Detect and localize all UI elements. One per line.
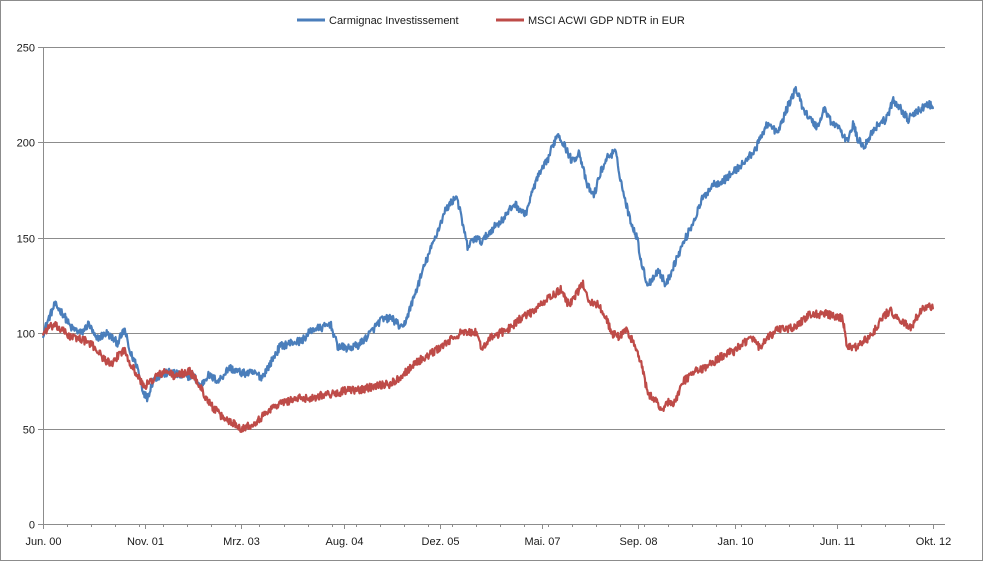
gridlines [43, 47, 945, 430]
x-tick-label-8: Jun. 11 [820, 536, 855, 548]
y-tick-label-100: 100 [17, 329, 35, 341]
series-line-0 [42, 85, 934, 403]
y-tick-label-0: 0 [29, 520, 35, 532]
legend: Carmignac Investissement MSCI ACWI GDP ND… [297, 15, 685, 27]
x-tick-label-2: Mrz. 03 [223, 536, 260, 548]
y-tick-label-150: 150 [17, 234, 35, 246]
y-tick-label-250: 250 [17, 43, 35, 55]
x-axis-ticks: Jun. 00 Nov. 01 Mrz. 03 Aug. 04 Dez. 05 Mai. … [25, 524, 951, 548]
y-tick-label-200: 200 [17, 138, 35, 150]
axes [43, 47, 945, 525]
series-lines [42, 85, 934, 433]
legend-label-1: MSCI ACWI GDP NDTR in EUR [528, 15, 685, 27]
x-tick-label-4: Dez. 05 [422, 536, 460, 548]
x-tick-label-0: Jun. 00 [25, 536, 61, 548]
legend-label-0: Carmignac Investissement [329, 15, 459, 27]
y-axis-ticks: 0 50 100 150 200 250 [17, 43, 43, 532]
x-tick-label-9: Okt. 12 [916, 536, 951, 548]
x-tick-label-1: Nov. 01 [127, 536, 164, 548]
x-tick-label-7: Jan. 10 [717, 536, 753, 548]
x-tick-label-5: Mai. 07 [524, 536, 560, 548]
y-tick-label-50: 50 [23, 425, 35, 437]
series-line-1 [42, 279, 934, 433]
x-tick-label-3: Aug. 04 [326, 536, 364, 548]
x-tick-label-6: Sep. 08 [620, 536, 658, 548]
